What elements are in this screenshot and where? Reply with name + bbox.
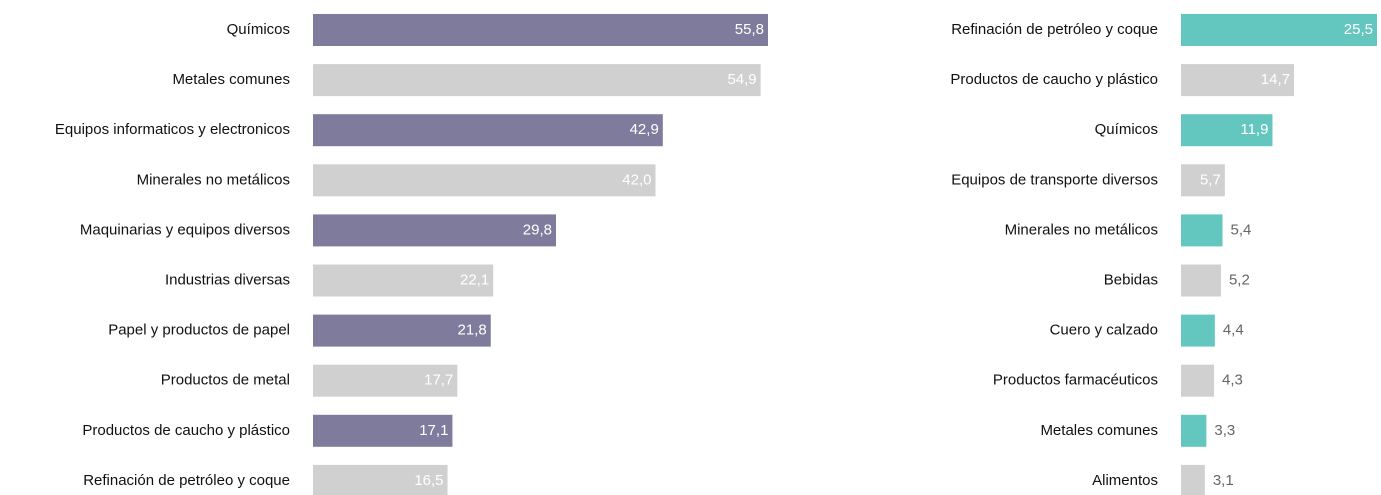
bar — [1181, 114, 1273, 147]
value-label: 42,9 — [630, 121, 659, 138]
category-label: Cuero y calzado — [1050, 322, 1158, 339]
value-label: 54,9 — [727, 71, 756, 88]
category-label: Minerales no metálicos — [137, 171, 290, 188]
value-label: 5,4 — [1231, 221, 1252, 238]
bar — [1181, 64, 1294, 97]
value-label: 42,0 — [622, 171, 651, 188]
value-label: 11,9 — [1240, 121, 1268, 138]
category-label: Bebidas — [1104, 271, 1158, 288]
bar — [313, 264, 494, 297]
value-label: 4,4 — [1223, 322, 1244, 339]
bar — [1181, 464, 1205, 495]
category-label: Alimentos — [1092, 472, 1158, 489]
value-label: 16,5 — [414, 472, 443, 489]
bar — [1181, 14, 1377, 46]
bar — [1181, 364, 1215, 397]
value-label: 55,8 — [735, 21, 764, 38]
bar — [313, 114, 663, 147]
value-label: 17,7 — [424, 372, 453, 389]
bar — [1181, 164, 1225, 197]
bar — [313, 64, 761, 97]
category-label: Químicos — [227, 21, 290, 38]
value-label: 29,8 — [523, 221, 552, 238]
bar — [313, 364, 458, 397]
value-label: 5,2 — [1229, 271, 1250, 288]
category-label: Equipos informaticos y electronicos — [55, 121, 290, 138]
bar — [313, 14, 768, 46]
category-label: Refinación de petróleo y coque — [951, 21, 1158, 38]
category-label: Refinación de petróleo y coque — [83, 472, 290, 489]
value-label: 3,3 — [1214, 422, 1235, 439]
category-label: Metales comunes — [172, 71, 290, 88]
category-label: Papel y productos de papel — [108, 322, 290, 339]
category-label: Productos farmacéuticos — [993, 372, 1158, 389]
bar — [313, 464, 448, 495]
bar — [1181, 314, 1215, 347]
category-label: Maquinarias y equipos diversos — [80, 221, 290, 238]
category-label: Químicos — [1095, 121, 1158, 138]
value-label: 22,1 — [460, 271, 489, 288]
category-label: Industrias diversas — [165, 271, 290, 288]
category-label: Equipos de transporte diversos — [951, 171, 1158, 188]
bar — [313, 414, 453, 447]
value-label: 5,7 — [1200, 171, 1221, 188]
bar — [1181, 414, 1207, 447]
value-label: 25,5 — [1344, 21, 1373, 38]
bar — [1181, 264, 1221, 297]
value-label: 17,1 — [419, 422, 448, 439]
bar — [1181, 214, 1223, 247]
value-label: 14,7 — [1261, 71, 1290, 88]
category-label: Minerales no metálicos — [1005, 221, 1158, 238]
value-label: 21,8 — [458, 322, 487, 339]
bar — [313, 314, 491, 347]
value-label: 3,1 — [1213, 472, 1234, 489]
category-label: Productos de caucho y plástico — [950, 71, 1158, 88]
value-label: 4,3 — [1222, 372, 1243, 389]
category-label: Productos de metal — [161, 372, 290, 389]
category-label: Metales comunes — [1040, 422, 1158, 439]
bar — [313, 214, 556, 247]
bar — [313, 164, 656, 197]
category-label: Productos de caucho y plástico — [82, 422, 290, 439]
